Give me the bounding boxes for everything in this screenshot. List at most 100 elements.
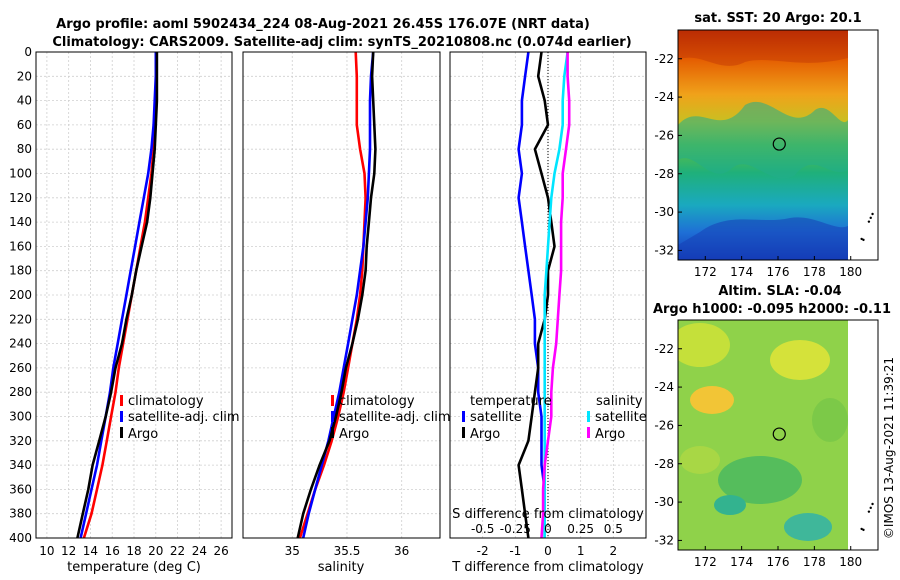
legend-label-temp-argo: Argo — [470, 427, 500, 442]
s-diff-tick-label: 0.25 — [567, 522, 594, 536]
island-dot — [860, 237, 863, 241]
y-tick-label: 340 — [9, 458, 32, 472]
legend-swatch-sal-satellite — [587, 411, 590, 422]
series-line-salinity-argo — [540, 52, 571, 539]
y-tick-label: 140 — [9, 215, 32, 229]
sla-peak-patch — [690, 386, 734, 414]
x-tick-label: 20 — [148, 544, 163, 558]
island-dot — [869, 216, 872, 220]
series-line-temperature-satellite — [517, 51, 547, 538]
map-x-tick-label: 176 — [767, 555, 790, 569]
map-x-tick-label: 172 — [694, 265, 717, 279]
x-tick-label: 1 — [577, 544, 585, 558]
x-tick-label: 18 — [126, 544, 141, 558]
series-line-argo — [76, 52, 159, 539]
y-tick-label: 40 — [17, 94, 32, 108]
y-tick-label: 20 — [17, 69, 32, 83]
map-x-tick-label: 174 — [730, 265, 753, 279]
y-tick-label: 60 — [17, 118, 32, 132]
temperature-profile-panel: 0 20 40 60 80 100 120 140 160 180 200 220 240 260 280 3… — [9, 45, 240, 575]
island-dot — [862, 528, 865, 532]
sla-patch — [680, 446, 720, 474]
sla-lowest-patch — [784, 513, 832, 541]
x-tick-label: -1 — [509, 544, 521, 558]
sla-map-panel: Altim. SLA: -0.04 Argo h1000: -0.095 h20… — [653, 284, 891, 569]
x-tick-label: 2 — [610, 544, 618, 558]
temperature-axes-frame — [35, 51, 233, 539]
x-tick-label: 35.5 — [334, 544, 361, 558]
y-tick-label: 260 — [9, 361, 32, 375]
argo-location-marker — [772, 427, 786, 441]
legend-label-satellite: satellite-adj. clim — [128, 410, 240, 425]
map-y-tick-label: -32 — [654, 533, 674, 547]
series-line-argo — [296, 51, 377, 539]
x-tick-label: 36 — [394, 544, 409, 558]
map-y-tick-label: -24 — [654, 380, 674, 394]
sla-high-patch — [770, 340, 830, 380]
x-tick-label: 10 — [39, 544, 54, 558]
series-line-climatology — [298, 51, 367, 539]
sla-low-patch — [718, 456, 802, 504]
salinity-legend: climatology satellite-adj. clim Argo — [331, 394, 451, 442]
salinity-x-label: salinity — [318, 560, 365, 575]
x-tick-label: 16 — [105, 544, 120, 558]
sla-high-patch — [678, 323, 730, 367]
title-line-2: Climatology: CARS2009. Satellite-adj cli… — [52, 35, 631, 50]
y-tick-label: 240 — [9, 337, 32, 351]
legend-label-satellite: satellite-adj. clim — [339, 410, 451, 425]
map-x-tick-label: 180 — [839, 555, 862, 569]
y-tick-label: 220 — [9, 312, 32, 326]
legend-swatch-sal-argo — [587, 427, 590, 438]
sst-map-panel: sat. SST: 20 Argo: 20.1 172 174 176 178 180 -… — [654, 11, 879, 279]
legend-label-temp-satellite: satellite — [470, 410, 522, 425]
y-tick-label: 380 — [9, 507, 32, 521]
map-y-tick-label: -30 — [654, 205, 674, 219]
x-tick-label: 24 — [192, 544, 207, 558]
y-tick-label: 360 — [9, 482, 32, 496]
salinity-axes-frame — [242, 51, 441, 539]
sla-map-title: Altim. SLA: -0.04 — [718, 284, 841, 299]
sst-warm-band — [678, 30, 848, 66]
y-tick-label: 320 — [9, 434, 32, 448]
map-y-tick-label: -26 — [654, 418, 674, 432]
map-y-tick-label: -26 — [654, 128, 674, 142]
island-dot — [860, 527, 863, 531]
x-tick-label: -2 — [477, 544, 489, 558]
legend-label-argo: Argo — [128, 427, 158, 442]
legend-swatch-satellite — [331, 411, 334, 422]
series-line-temperature-argo — [517, 51, 556, 539]
series-line-satellite-adj-clim — [79, 52, 158, 539]
title-line-1: Argo profile: aoml 5902434_224 08-Aug-20… — [56, 17, 590, 32]
argo-location-marker — [772, 137, 786, 151]
island-dot — [867, 510, 871, 513]
map-x-tick-label: 172 — [694, 555, 717, 569]
sla-patch — [812, 398, 848, 442]
x-tick-label: 35 — [285, 544, 300, 558]
legend-label-argo: Argo — [339, 427, 369, 442]
legend-label-climatology: climatology — [128, 394, 204, 409]
map-y-tick-label: -30 — [654, 495, 674, 509]
sla-lowest-patch — [714, 495, 746, 515]
difference-axes-frame — [449, 51, 647, 539]
s-diff-tick-label: -0.5 — [471, 522, 494, 536]
legend-header-salinity: salinity — [596, 394, 643, 409]
legend-label-sal-argo: Argo — [595, 427, 625, 442]
y-tick-label: 300 — [9, 410, 32, 424]
y-tick-label: 80 — [17, 142, 32, 156]
s-diff-tick-label: 0 — [544, 522, 552, 536]
map-y-tick-label: -32 — [654, 243, 674, 257]
legend-label-climatology: climatology — [339, 394, 415, 409]
sla-map-subtitle: Argo h1000: -0.095 h2000: -0.11 — [653, 302, 891, 317]
island-dot — [869, 506, 872, 510]
x-tick-label: 14 — [83, 544, 98, 558]
timestamp: ©IMOS 13-Aug-2021 11:39:21 — [882, 357, 896, 539]
legend-swatch-satellite — [120, 411, 123, 422]
island-dot — [871, 502, 874, 506]
legend-swatch-temp-satellite — [462, 411, 465, 422]
y-tick-label: 0 — [24, 45, 32, 59]
y-tick-label: 180 — [9, 264, 32, 278]
temperature-x-label: temperature (deg C) — [67, 560, 201, 575]
island-dot — [867, 220, 871, 223]
island-dot — [871, 212, 874, 216]
